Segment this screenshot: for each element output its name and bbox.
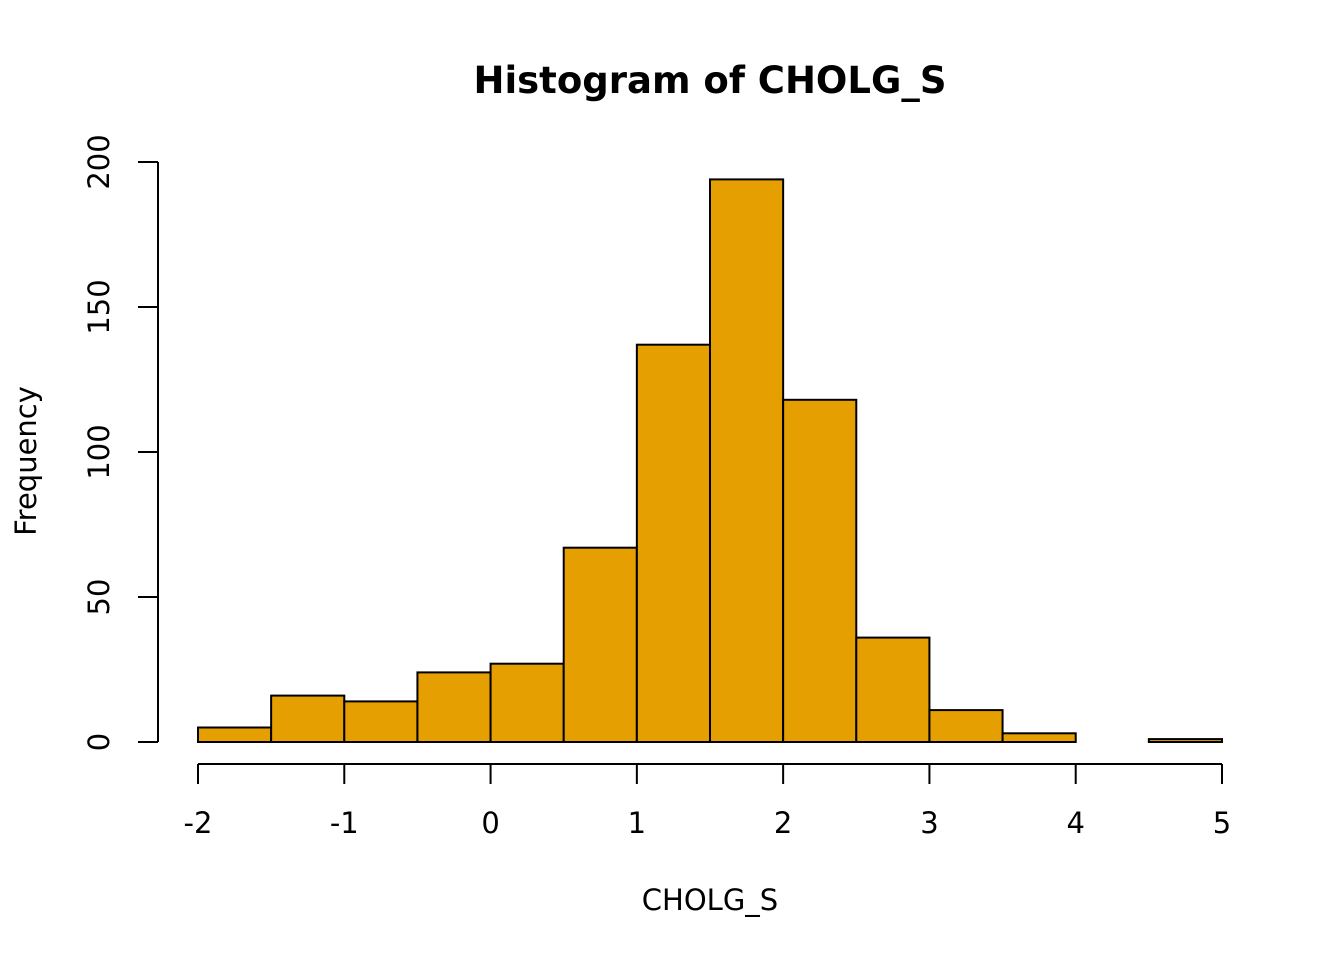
x-tick-label: 0 [481, 806, 499, 840]
histogram-bar [1147, 738, 1224, 743]
x-tick-label: -1 [330, 806, 359, 840]
histogram-bar [562, 546, 638, 744]
x-tick-label: 5 [1213, 806, 1231, 840]
chart-title: Histogram of CHOLG_S [474, 59, 947, 102]
histogram-bar [270, 694, 346, 743]
histogram-bar [343, 700, 419, 744]
y-tick-label: 50 [82, 579, 116, 616]
x-axis-label: CHOLG_S [642, 883, 778, 917]
y-axis-label: Frequency [9, 386, 43, 536]
histogram-bar [489, 662, 565, 744]
histogram-bar [197, 726, 273, 743]
histogram-bar [635, 343, 711, 743]
histogram-bar [709, 178, 785, 743]
x-tick-label: 3 [920, 806, 938, 840]
y-tick-label: 100 [82, 424, 116, 479]
x-tick-label: -2 [184, 806, 213, 840]
y-tick-label: 200 [82, 134, 116, 189]
histogram-bar [928, 709, 1004, 743]
x-tick-label: 2 [774, 806, 792, 840]
bars [197, 178, 1224, 744]
x-tick-label: 4 [1066, 806, 1084, 840]
y-axis: 0 50 100 150 200 [82, 134, 159, 751]
histogram-bar [416, 671, 492, 744]
y-tick-label: 0 [82, 733, 116, 751]
histogram-bar [782, 398, 858, 743]
x-axis: -2 -1 0 1 2 3 4 5 [184, 763, 1231, 840]
y-tick-label: 150 [82, 279, 116, 334]
histogram-bar [1001, 732, 1077, 743]
histogram-bar [855, 636, 931, 743]
x-tick-label: 1 [628, 806, 646, 840]
